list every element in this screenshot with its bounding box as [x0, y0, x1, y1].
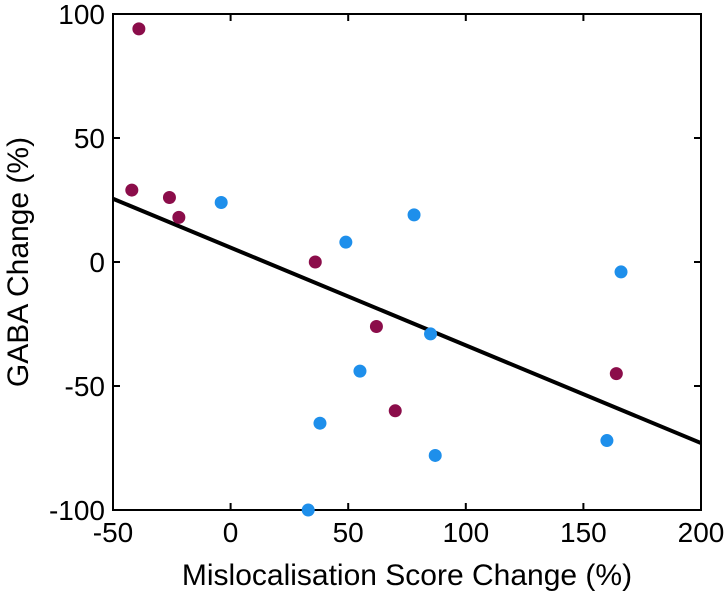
data-point-series-1	[424, 327, 438, 341]
y-axis-label: GABA Change (%)	[2, 137, 35, 387]
data-point-series-0	[308, 255, 322, 269]
y-tick-label: 50	[74, 123, 105, 154]
labels-layer: Mislocalisation Score Change (%) GABA Ch…	[2, 137, 632, 591]
data-point-series-0	[609, 367, 623, 381]
y-tick-label: -50	[65, 371, 105, 402]
data-point-series-0	[172, 210, 186, 224]
data-point-series-1	[428, 448, 442, 462]
x-tick-label: 200	[678, 517, 725, 548]
data-point-series-1	[339, 235, 353, 249]
data-point-series-1	[407, 208, 421, 222]
plot-area	[112, 13, 702, 511]
regression-line	[112, 196, 702, 445]
data-point-series-1	[353, 364, 367, 378]
y-tick-label: -100	[49, 495, 105, 526]
data-point-series-1	[600, 434, 614, 448]
x-tick-label: -50	[93, 517, 133, 548]
data-point-series-0	[388, 404, 402, 418]
y-tick-label: 0	[89, 247, 105, 278]
x-tick-label: 50	[333, 517, 364, 548]
data-point-series-1	[614, 265, 628, 279]
x-axis-label: Mislocalisation Score Change (%)	[182, 559, 632, 591]
fit-layer	[112, 196, 702, 445]
y-tick-label: 100	[58, 0, 105, 30]
data-point-series-0	[132, 22, 146, 36]
data-point-series-0	[125, 183, 139, 197]
x-tick-label: 0	[223, 517, 239, 548]
x-tick-label: 100	[442, 517, 489, 548]
data-point-series-1	[214, 195, 228, 209]
data-point-series-0	[369, 319, 383, 333]
data-point-series-1	[313, 416, 327, 430]
data-point-series-0	[162, 191, 176, 205]
x-tick-label: 150	[560, 517, 607, 548]
data-point-series-1	[301, 503, 315, 517]
points-layer	[125, 22, 628, 517]
